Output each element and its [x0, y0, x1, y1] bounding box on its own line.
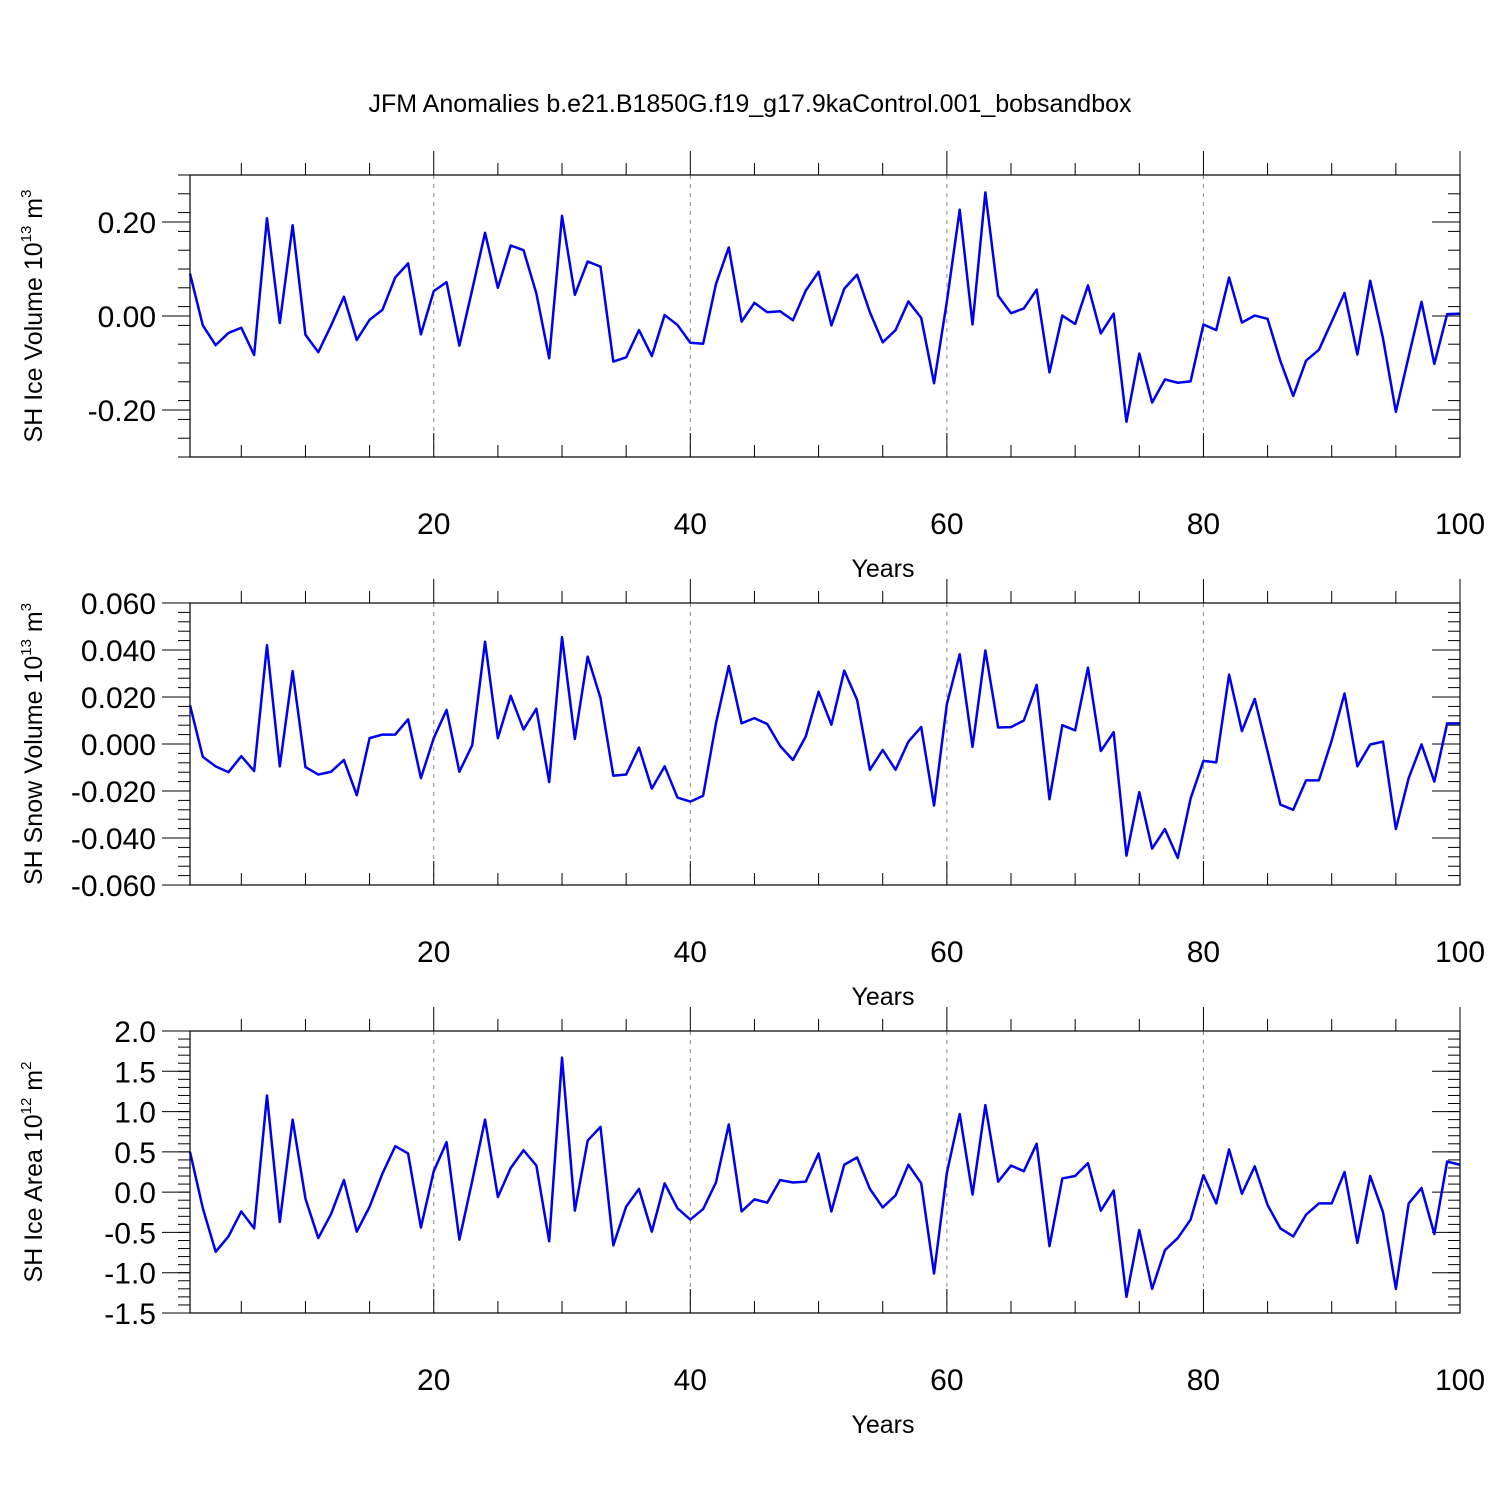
x-tick-label: 60: [930, 936, 963, 969]
x-tick-label: 60: [930, 1364, 963, 1397]
y-tick-label: 0.060: [81, 588, 156, 621]
y-tick-label: 0.00: [98, 301, 156, 334]
y-tick-label: 0.0: [114, 1177, 156, 1210]
y-axis-label: SH Snow Volume 1013 m3: [18, 603, 48, 885]
panels: -0.20 0.00 0.20 20 40 60 80 100 Years SH Ice Volu…: [18, 151, 1485, 1439]
y-tick-label: -0.20: [88, 395, 156, 428]
series-line: [188, 191, 1461, 423]
y-tick-label: -0.040: [71, 823, 156, 856]
x-tick-label: 80: [1187, 508, 1220, 541]
panel-ice-volume: -0.20 0.00 0.20 20 40 60 80 100 Years SH Ice Volu…: [18, 151, 1485, 583]
y-tick-label: -1.0: [104, 1258, 156, 1291]
y-tick-label: -0.020: [71, 776, 156, 809]
y-tick-label: 0.5: [114, 1137, 156, 1170]
x-axis-label: Years: [851, 555, 914, 583]
x-axis-label: Years: [851, 1411, 914, 1439]
y-tick-label: -0.060: [71, 870, 156, 903]
y-tick-label: 0.040: [81, 635, 156, 668]
plot-frame: [189, 1030, 1461, 1314]
x-tick-label: 20: [417, 508, 450, 541]
x-tick-label: 100: [1435, 1364, 1485, 1397]
y-tick-label: 1.5: [114, 1056, 156, 1089]
plot-frame: [189, 174, 1461, 458]
y-tick-label: 0.000: [81, 729, 156, 762]
x-tick-label: 20: [417, 1364, 450, 1397]
panel-snow-volume: -0.060 -0.040 -0.020 0.000 0.020 0.040 0.060 20…: [18, 579, 1485, 1011]
x-tick-label: 100: [1435, 936, 1485, 969]
y-tick-label: 2.0: [114, 1016, 156, 1049]
panel-ice-area: -1.5 -1.0 -0.5 0.0 0.5 1.0 1.5 2.0 20 40 60 80 100 Ye…: [18, 1007, 1485, 1439]
x-tick-label: 80: [1187, 1364, 1220, 1397]
y-tick-label: 0.20: [98, 207, 156, 240]
x-tick-label: 60: [930, 508, 963, 541]
series-line: [188, 1056, 1461, 1299]
x-axis-label: Years: [851, 983, 914, 1011]
x-tick-label: 20: [417, 936, 450, 969]
y-tick-label: -0.5: [104, 1217, 156, 1250]
plot-frame: [189, 602, 1461, 886]
x-tick-label: 100: [1435, 508, 1485, 541]
chart-title: JFM Anomalies b.e21.B1850G.f19_g17.9kaCo…: [368, 90, 1132, 118]
x-tick-label: 40: [674, 508, 707, 541]
x-tick-label: 80: [1187, 936, 1220, 969]
y-axis-label: SH Ice Volume 1013 m3: [18, 190, 48, 443]
x-tick-label: 40: [674, 1364, 707, 1397]
series-line: [188, 635, 1460, 860]
y-tick-label: 0.020: [81, 682, 156, 715]
y-axis-label: SH Ice Area 1012 m2: [18, 1062, 48, 1283]
y-tick-label: -1.5: [104, 1298, 156, 1331]
x-tick-label: 40: [674, 936, 707, 969]
y-tick-label: 1.0: [114, 1097, 156, 1130]
